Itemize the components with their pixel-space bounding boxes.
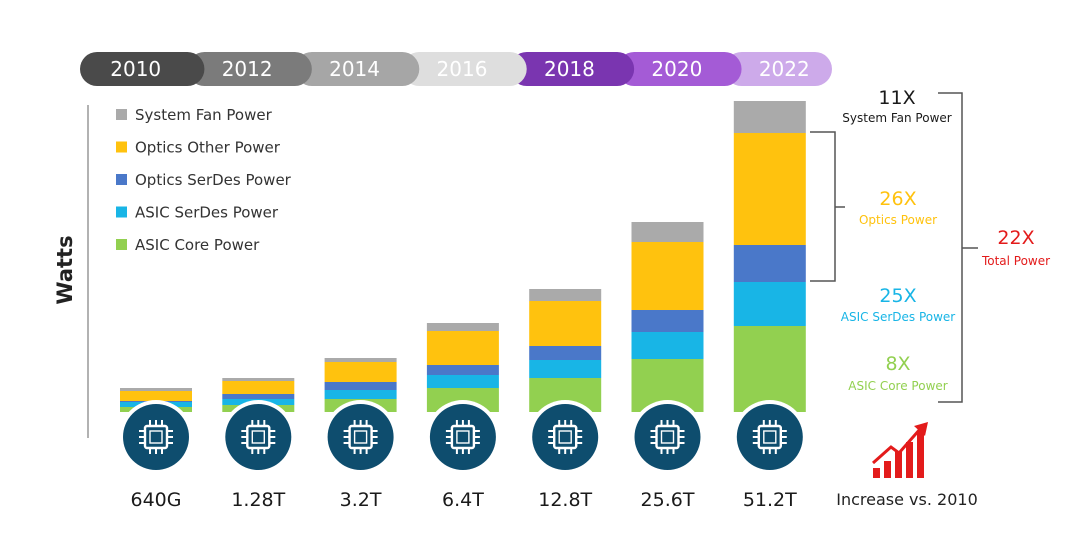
timeline-segment-2012 [187,52,312,86]
chip-icon [630,400,705,474]
asic-core-multiplier: 8X [885,353,910,375]
bar-segment [324,358,397,362]
stacked-bars [120,101,806,412]
chip-icon [323,400,398,474]
bar-segment [631,310,704,332]
bar-segment [733,133,806,245]
bar-segment [733,101,806,133]
timeline-segment-2020 [617,52,742,86]
bar-segment [529,289,602,301]
bar-segment [222,378,295,381]
category-label: 12.8T [538,489,592,511]
bar-segment [324,382,397,390]
timeline-segment-2014 [294,52,420,86]
bar-segment [631,332,704,359]
category-labels: 640G 1.28T 3.2T 6.4T 12.8T 25.6T 51.2T [131,489,798,511]
chip-icon [119,400,193,474]
bar-segment [426,365,499,375]
optics-multiplier-label: Optics Power [859,213,937,227]
rising-bar-chart-icon [872,422,928,478]
timeline-year-label: 2020 [651,57,702,81]
category-label: 6.4T [442,489,484,511]
timeline-year-label: 2012 [222,57,273,81]
optics-multiplier: 26X [879,188,916,210]
bar-segment [324,390,397,399]
legend-swatch [116,206,127,218]
bar-segment [222,394,295,399]
legend-label: ASIC Core Power [135,236,260,254]
legend-label: Optics Other Power [135,139,281,157]
growth-annotations: 11X System Fan Power 26X Optics Power 22… [810,87,1050,403]
legend-swatch [116,141,127,153]
timeline-year-label: 2018 [544,57,595,81]
bar-segment [631,222,704,242]
timeline-year-label: 2014 [329,57,380,81]
timeline-year-label: 2010 [110,57,161,81]
bar-segment [733,282,806,326]
bar-segment [529,346,602,360]
bar-segment [529,301,602,346]
footer-label: Increase vs. 2010 [836,490,978,509]
category-label: 25.6T [641,489,695,511]
chip-icon [425,400,500,474]
bar-segment [426,375,499,388]
bar-segment [120,391,192,401]
legend-swatch [116,239,127,250]
timeline-segment-2016 [402,52,527,86]
optics-bracket [810,131,845,282]
total-bracket [938,92,978,403]
chip-icon [528,400,603,474]
legend: System Fan Power Optics Other Power Optics… [116,106,292,254]
legend-swatch [116,174,127,185]
chip-icons [119,400,807,474]
legend-label: Optics SerDes Power [135,171,292,189]
asic-serdes-multiplier-label: ASIC SerDes Power [841,310,956,324]
asic-core-multiplier-label: ASIC Core Power [848,379,947,393]
category-label: 1.28T [231,489,285,511]
category-label: 640G [131,489,182,511]
category-label: 51.2T [743,489,797,511]
total-multiplier-label: Total Power [981,254,1050,268]
timeline-segment-2022 [724,52,832,86]
bar-segment [324,362,397,382]
timeline-segment-2018 [509,52,635,86]
bar-segment [529,360,602,378]
category-label: 3.2T [340,489,382,511]
bar-segment [631,242,704,310]
bar-segment [733,245,806,282]
timeline-segment-2010 [80,52,205,86]
chip-icon [221,400,296,474]
bar-segment [426,323,499,331]
bar-segment [426,331,499,365]
bar-segment [222,381,295,394]
legend-label: ASIC SerDes Power [135,204,279,222]
legend-swatch [116,109,127,120]
year-timeline: 2010 2012 2014 2016 2018 2020 2022 [80,52,832,86]
timeline-year-label: 2022 [759,57,810,81]
legend-label: System Fan Power [135,106,273,124]
fan-multiplier: 11X [878,87,915,109]
timeline-year-label: 2016 [437,57,488,81]
bar-segment [733,326,806,412]
asic-serdes-multiplier: 25X [879,285,916,307]
chip-icon [732,400,807,474]
y-axis-label: Watts [53,235,77,304]
total-multiplier: 22X [997,227,1034,249]
fan-multiplier-label: System Fan Power [842,111,951,125]
bar-segment [120,388,192,391]
